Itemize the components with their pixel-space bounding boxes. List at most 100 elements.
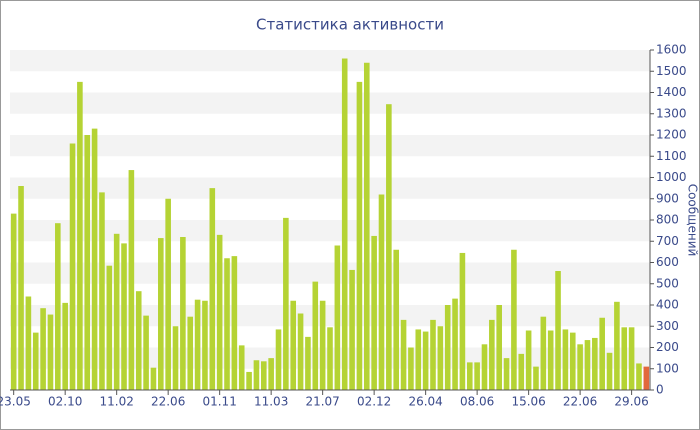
x-tick-label: 08.06 xyxy=(460,395,494,409)
bar xyxy=(275,329,282,390)
bar xyxy=(481,344,488,390)
bar xyxy=(511,249,517,390)
bar xyxy=(628,327,635,390)
bar xyxy=(128,170,135,390)
bar xyxy=(143,315,149,390)
bar xyxy=(562,329,569,390)
bar xyxy=(246,371,252,390)
y-tick-label: 1200 xyxy=(656,128,687,142)
bar xyxy=(55,223,61,390)
x-tick-label: 15.06 xyxy=(511,395,545,409)
bar xyxy=(577,344,583,390)
y-tick-label: 900 xyxy=(656,191,679,205)
bar xyxy=(290,300,297,390)
bar xyxy=(62,302,68,390)
bar xyxy=(10,213,17,390)
y-tick-label: 100 xyxy=(656,361,679,375)
bar xyxy=(503,358,510,390)
bar xyxy=(305,336,311,390)
bar xyxy=(91,128,98,390)
y-tick-label: 500 xyxy=(656,276,679,290)
y-tick-label: 1100 xyxy=(656,149,687,163)
y-tick-label: 1600 xyxy=(656,43,687,57)
bar xyxy=(415,329,422,390)
x-tick-label: 01.11 xyxy=(202,395,236,409)
y-tick-label: 1000 xyxy=(656,170,687,184)
bar xyxy=(238,345,245,390)
bar xyxy=(283,217,289,390)
x-tick-label: 21.07 xyxy=(305,395,339,409)
bar xyxy=(327,327,333,390)
bar xyxy=(430,319,436,390)
y-tick-label: 800 xyxy=(656,213,679,227)
bar xyxy=(349,269,355,390)
bar xyxy=(606,352,613,390)
bar xyxy=(555,271,561,390)
bar xyxy=(614,301,620,390)
x-tick-label: 26.04 xyxy=(408,395,442,409)
bar xyxy=(363,62,370,390)
chart-title: Статистика активности xyxy=(256,16,444,34)
grid-band xyxy=(10,220,650,242)
y-axis-label: Сообщений xyxy=(686,184,700,257)
bar xyxy=(180,237,186,390)
bar xyxy=(268,358,274,390)
bar xyxy=(584,340,591,390)
grid-band xyxy=(10,92,650,114)
x-tick-label: 22.06 xyxy=(563,395,597,409)
bar xyxy=(547,330,554,390)
bar xyxy=(599,317,605,390)
bar xyxy=(47,314,54,390)
bar xyxy=(489,319,495,390)
x-tick-label: 02.10 xyxy=(48,395,82,409)
bar xyxy=(165,198,171,390)
bar xyxy=(393,249,400,390)
y-tick-label: 400 xyxy=(656,298,679,312)
bar xyxy=(422,331,429,390)
x-tick-label: 11.03 xyxy=(254,395,288,409)
bar xyxy=(525,330,532,390)
bar xyxy=(202,300,208,390)
y-tick-label: 1400 xyxy=(656,85,687,99)
bar xyxy=(25,296,32,390)
bar xyxy=(312,281,319,390)
bar xyxy=(496,305,502,390)
bar xyxy=(18,186,24,390)
bar xyxy=(187,316,194,390)
grid-band xyxy=(10,305,650,327)
bar xyxy=(636,363,642,390)
bar xyxy=(400,319,407,390)
bar xyxy=(643,366,650,390)
bar xyxy=(135,291,142,390)
bar xyxy=(121,243,127,390)
bar xyxy=(621,327,628,390)
bar xyxy=(69,143,76,390)
bar xyxy=(444,305,451,390)
bar xyxy=(459,252,466,390)
grid-band xyxy=(10,262,650,284)
x-tick-label: 29.06 xyxy=(614,395,648,409)
y-tick-label: 600 xyxy=(656,255,679,269)
bar xyxy=(592,337,598,390)
y-tick-label: 1500 xyxy=(656,64,687,78)
y-tick-label: 0 xyxy=(656,383,664,397)
bar xyxy=(319,300,326,390)
bar xyxy=(224,258,230,390)
bar xyxy=(466,362,473,390)
bar xyxy=(106,265,113,390)
y-tick-label: 300 xyxy=(656,319,679,333)
bar xyxy=(341,58,348,390)
bar xyxy=(452,298,458,390)
bar xyxy=(113,233,120,390)
bar xyxy=(216,234,223,390)
bar xyxy=(40,308,46,390)
bar xyxy=(297,313,304,390)
grid-band xyxy=(10,177,650,199)
bar xyxy=(356,81,363,390)
x-tick-label: 22.06 xyxy=(151,395,185,409)
y-tick-label: 700 xyxy=(656,234,679,248)
bar xyxy=(253,360,260,390)
bar xyxy=(408,347,414,390)
grid-band xyxy=(10,50,650,72)
